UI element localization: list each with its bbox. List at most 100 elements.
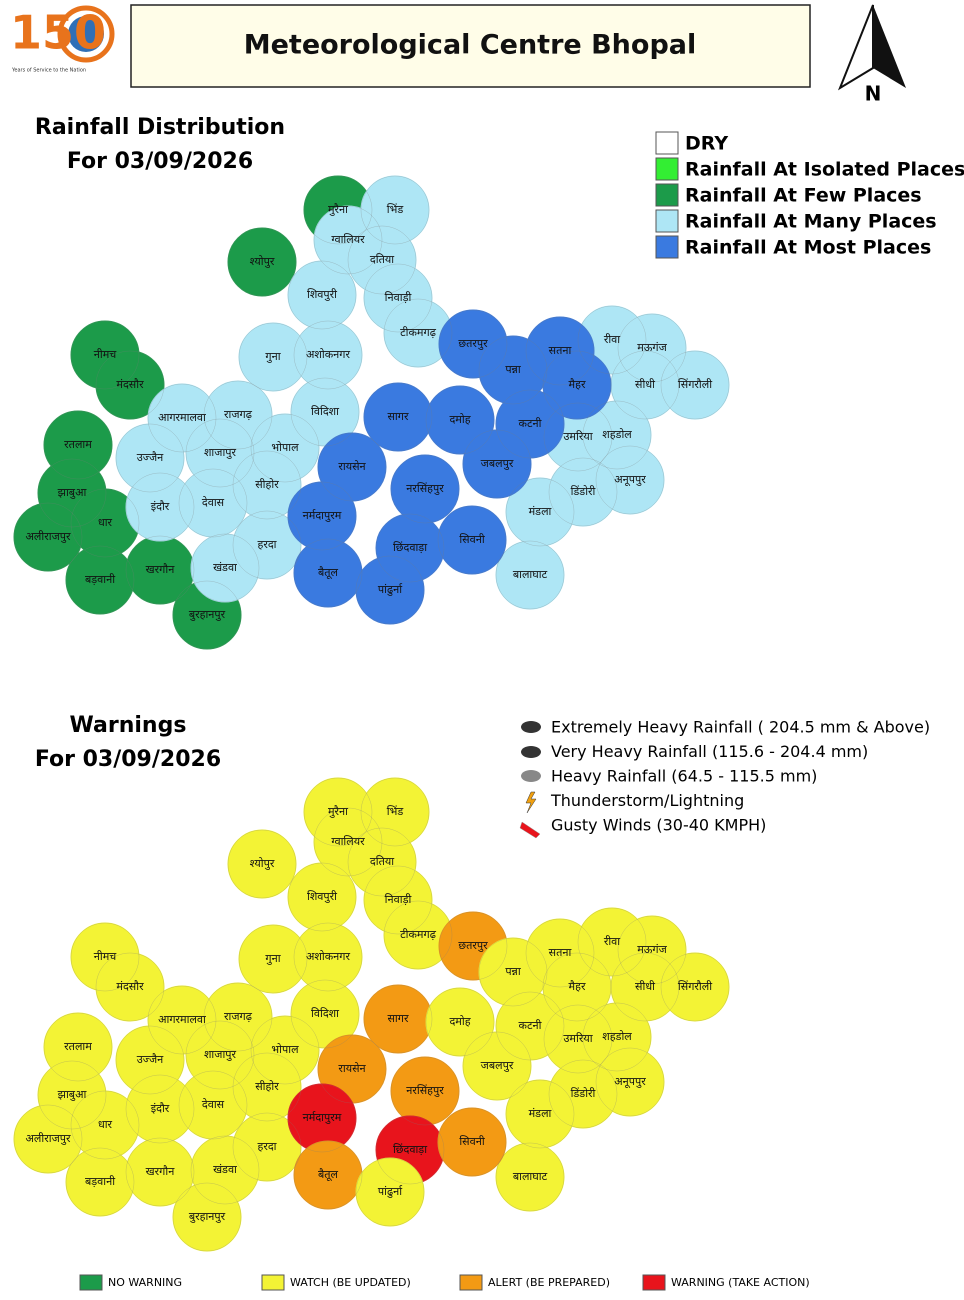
district-border xyxy=(13,1104,83,1174)
district-border xyxy=(375,1115,445,1185)
legend-label: Rainfall At Few Places xyxy=(685,185,922,207)
district-label: ग्वालियर xyxy=(331,835,365,848)
district-border xyxy=(525,316,595,386)
district-label: खंडवा xyxy=(213,561,237,574)
district-border xyxy=(125,535,195,605)
district-border xyxy=(172,580,242,650)
legend-label: DRY xyxy=(685,133,728,155)
district-border xyxy=(70,320,140,390)
district-border xyxy=(95,350,165,420)
north-label: N xyxy=(865,82,882,106)
district-border xyxy=(425,385,495,455)
district-border xyxy=(383,298,453,368)
district-label: बुरहानपुर xyxy=(189,608,226,621)
district-border xyxy=(363,865,433,935)
district-label: अनूपपुर xyxy=(614,1075,646,1089)
district-label: उज्जैन xyxy=(137,451,164,464)
district-border xyxy=(478,937,548,1007)
district-border xyxy=(227,829,297,899)
district-label: बालाघाट xyxy=(513,1170,548,1183)
district-label: धार xyxy=(98,516,113,529)
district-label: दतिया xyxy=(370,855,394,868)
district-border xyxy=(355,1157,425,1227)
district-label: पांढुर्ना xyxy=(378,583,403,596)
logo-ring xyxy=(57,5,115,63)
district-border xyxy=(178,468,248,538)
district-label: इंदौर xyxy=(151,500,170,513)
district-border xyxy=(95,952,165,1022)
legend-label: ALERT (BE PREPARED) xyxy=(488,1276,610,1289)
district-label: हरदा xyxy=(257,538,276,551)
district-border xyxy=(115,423,185,493)
district-border xyxy=(438,309,508,379)
district-label: सिवनी xyxy=(459,1135,485,1148)
district-label: देवास xyxy=(202,496,225,509)
district-label: सीधी xyxy=(635,980,655,993)
legend-swatch xyxy=(655,183,679,207)
arrow-right xyxy=(873,5,906,88)
district-label: मुरैना xyxy=(328,203,348,216)
district-label: शाजापुर xyxy=(204,1048,237,1061)
district-label: विदिशा xyxy=(311,405,339,418)
district-border xyxy=(65,1147,135,1217)
district-label: दतिया xyxy=(370,253,394,266)
district-border xyxy=(577,305,647,375)
district-label: रीवा xyxy=(604,333,620,346)
icon-legend-label: Heavy Rainfall (64.5 - 115.5 mm) xyxy=(551,767,817,786)
district-label: भिंड xyxy=(387,805,404,818)
legend-label: NO WARNING xyxy=(108,1276,182,1289)
district-label: रीवा xyxy=(604,935,620,948)
district-border xyxy=(617,915,687,985)
district-label: अशोकनगर xyxy=(306,348,350,361)
district-label: धार xyxy=(98,1118,113,1131)
district-border xyxy=(438,911,508,981)
district-label: अशोकनगर xyxy=(306,950,350,963)
windsock-icon xyxy=(519,821,541,839)
district-label: जबलपुर xyxy=(481,457,514,470)
district-border xyxy=(147,985,217,1055)
district-border xyxy=(238,322,308,392)
district-border xyxy=(360,777,430,847)
district-label: अलीराजपुर xyxy=(26,530,71,543)
logo-caption: Years of Service to the Nation xyxy=(11,68,86,74)
district-border xyxy=(232,510,302,580)
legend-swatch xyxy=(655,131,679,155)
district-label: नीमच xyxy=(94,950,118,963)
district-border xyxy=(577,907,647,977)
district-border xyxy=(293,922,363,992)
district-label: खंडवा xyxy=(213,1163,237,1176)
district-border xyxy=(543,1004,613,1074)
district-border xyxy=(542,952,612,1022)
district-border xyxy=(317,432,387,502)
district-label: श्योपुर xyxy=(250,255,275,268)
district-label: सिंगरौली xyxy=(678,378,712,391)
district-label: झाबुआ xyxy=(58,486,87,499)
district-border xyxy=(360,175,430,245)
district-border xyxy=(548,1059,618,1129)
district-label: नर्मदापुरम xyxy=(303,509,342,522)
district-border xyxy=(617,313,687,383)
district-border xyxy=(125,472,195,542)
district-border xyxy=(172,1182,242,1252)
district-label: कटनी xyxy=(519,417,542,430)
icon-legend-label: Very Heavy Rainfall (115.6 - 204.4 mm) xyxy=(551,742,868,761)
district-border xyxy=(178,1070,248,1140)
icon-legend-label: Extremely Heavy Rainfall ( 204.5 mm & Ab… xyxy=(551,718,930,737)
district-border xyxy=(313,807,383,877)
district-border xyxy=(203,380,273,450)
district-label: मैहर xyxy=(569,378,586,391)
district-border xyxy=(660,952,730,1022)
district-border xyxy=(232,450,302,520)
district-label: भिंड xyxy=(387,203,404,216)
district-label: टीकमगढ़ xyxy=(400,928,437,941)
district-label: शहडोल xyxy=(602,1030,632,1043)
legend-label: Rainfall At Most Places xyxy=(685,237,931,259)
district-label: रतलाम xyxy=(64,1040,92,1053)
district-label: नीमच xyxy=(94,348,118,361)
district-border xyxy=(13,502,83,572)
district-border xyxy=(227,227,297,297)
district-border xyxy=(495,389,565,459)
district-label: मंडला xyxy=(529,1107,552,1120)
district-label: सिवनी xyxy=(459,533,485,546)
